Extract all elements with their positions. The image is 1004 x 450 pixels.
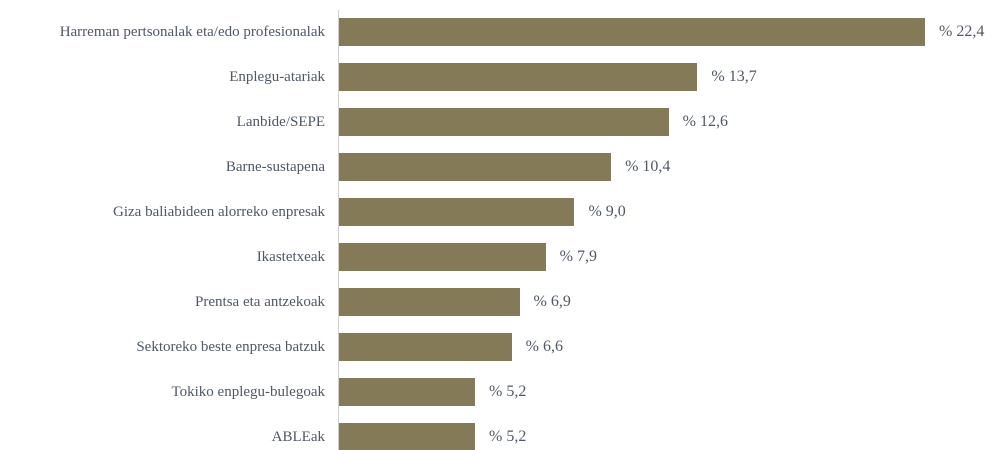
value-label: % 7,9 [559,248,597,266]
category-label: Enplegu-atariak [229,68,325,85]
value-label: % 13,7 [711,68,757,86]
value-label: % 22,4 [939,23,985,40]
bar [339,423,476,450]
bar [339,153,612,182]
bar [339,333,512,362]
category-label: Barne-sustapena [225,158,325,175]
value-label: % 5,2 [489,428,527,446]
category-label: Prentsa eta antzekoak [195,293,325,310]
bar [339,288,520,317]
category-label: Harreman pertsonalak eta/edo profesional… [59,23,325,40]
bar [339,378,476,407]
category-label: ABLEak [271,428,325,445]
axis-line [338,10,339,450]
bar [339,198,575,227]
bar [339,108,669,137]
value-label: % 10,4 [625,158,671,176]
value-label: % 12,6 [682,113,728,131]
category-label: Ikastetxeak [256,248,325,265]
bar [339,63,698,92]
bar [339,243,546,272]
value-label: % 5,2 [489,383,527,401]
category-label: Lanbide/SEPE [236,113,325,130]
category-label: Giza baliabideen alorreko enpresak [113,203,325,220]
value-label: % 6,9 [533,293,571,311]
value-label: % 6,6 [525,338,563,356]
category-label: Sektoreko beste enpresa batzuk [136,338,325,355]
value-label: % 9,0 [588,203,626,221]
bar [339,18,925,46]
category-label: Tokiko enplegu-bulegoak [171,383,326,400]
